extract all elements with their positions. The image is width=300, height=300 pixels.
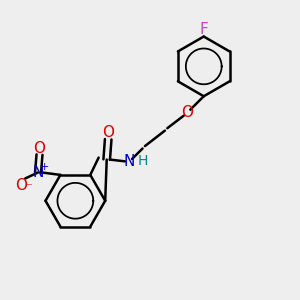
Text: O: O — [181, 105, 193, 120]
Text: N: N — [123, 154, 135, 169]
Text: H: H — [137, 154, 148, 168]
Text: ⁻: ⁻ — [25, 181, 32, 194]
Text: O: O — [16, 178, 28, 194]
Text: O: O — [102, 125, 114, 140]
Text: F: F — [200, 22, 209, 38]
Text: N: N — [32, 165, 44, 180]
Text: +: + — [39, 162, 49, 172]
Text: O: O — [34, 140, 46, 155]
